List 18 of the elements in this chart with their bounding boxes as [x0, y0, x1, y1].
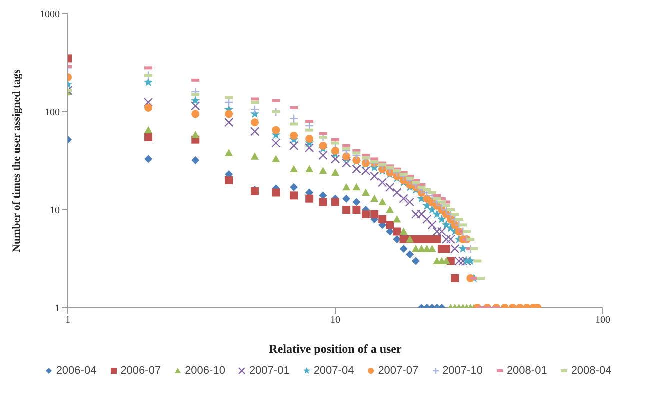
x-tick-label: 10 [330, 315, 340, 326]
y-tick-label: 10 [50, 206, 60, 217]
x-tick-label: 1 [66, 315, 70, 326]
legend-label: 2006-04 [55, 365, 97, 377]
legend-label: 2008-01 [506, 365, 548, 377]
x-tick-label: 100 [596, 315, 610, 326]
legend-label: 2007-10 [442, 365, 483, 377]
legend-label: 2007-04 [312, 365, 354, 377]
y-tick-label: 1000 [40, 10, 60, 21]
legend-label: 2006-10 [184, 365, 226, 377]
x-axis-title: Relative position of a user [269, 342, 402, 356]
y-tick-label: 100 [45, 108, 60, 119]
legend-label: 2006-07 [120, 365, 162, 377]
legend-label: 2008-04 [570, 365, 612, 377]
legend-label: 2007-01 [248, 365, 290, 377]
y-tick-label: 1 [55, 304, 60, 315]
y-axis-title: Number of times the user assigned tags [10, 68, 23, 252]
legend-label: 2007-07 [377, 365, 419, 377]
